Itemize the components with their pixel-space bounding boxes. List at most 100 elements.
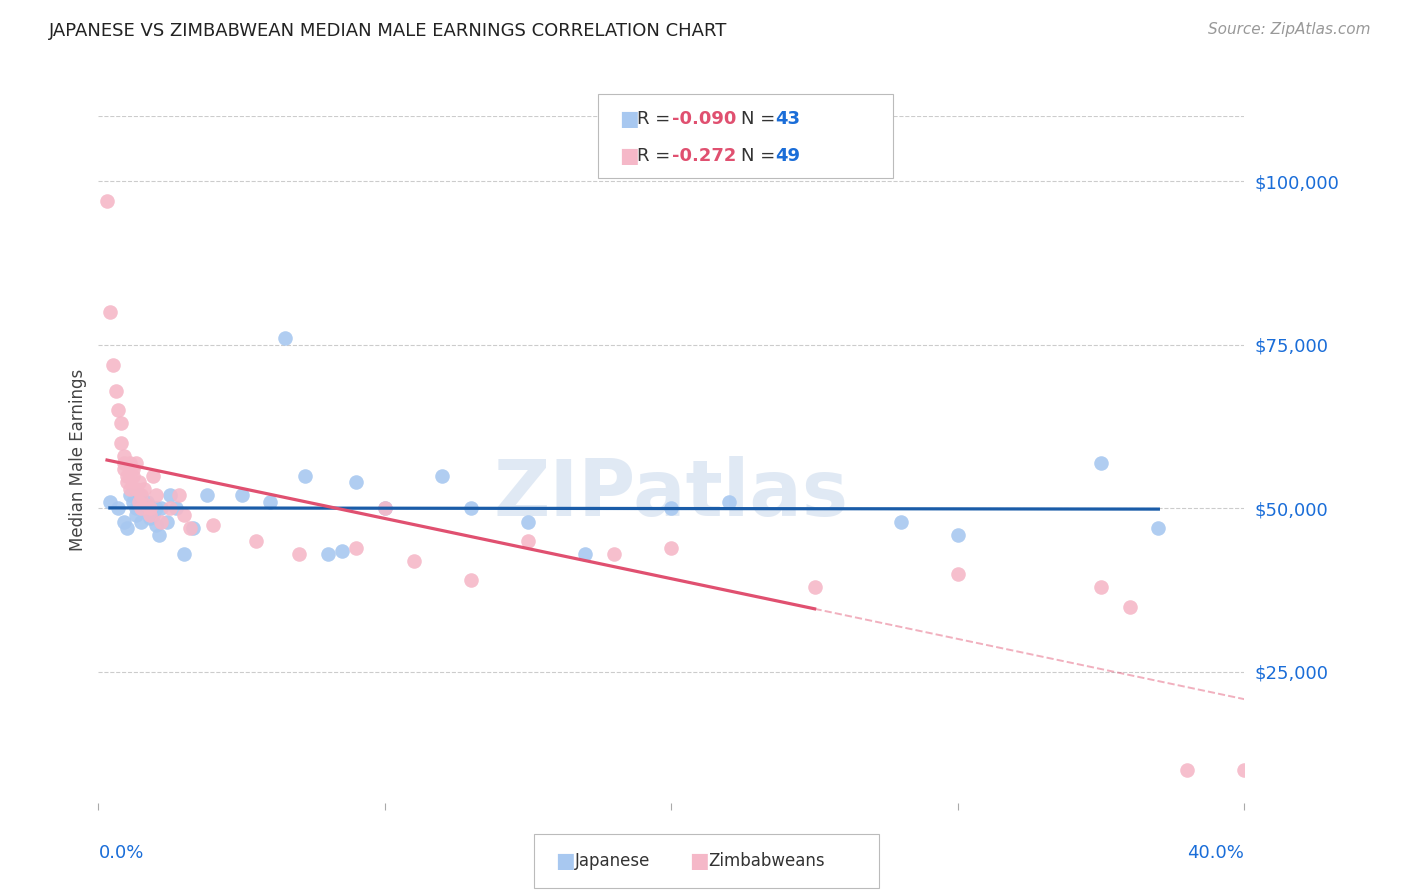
Point xyxy=(1233,763,1256,777)
Point xyxy=(460,501,482,516)
Point xyxy=(124,482,146,496)
Point xyxy=(231,488,253,502)
Point xyxy=(245,534,267,549)
Point xyxy=(259,495,281,509)
Point xyxy=(517,534,540,549)
Point xyxy=(136,495,159,509)
Point xyxy=(517,515,540,529)
Point xyxy=(118,482,141,496)
Text: 49: 49 xyxy=(775,147,800,165)
Point xyxy=(121,495,143,509)
Point xyxy=(145,488,167,502)
Point xyxy=(104,384,127,398)
Point xyxy=(173,547,195,561)
Point xyxy=(124,508,146,522)
Text: Japanese: Japanese xyxy=(575,852,651,870)
Point xyxy=(142,468,165,483)
Point xyxy=(946,527,969,541)
Point xyxy=(115,468,138,483)
Point xyxy=(124,501,146,516)
Point xyxy=(1118,599,1140,614)
Point xyxy=(195,488,218,502)
Point xyxy=(1175,763,1198,777)
Point xyxy=(131,501,153,516)
Point xyxy=(136,498,159,512)
Point xyxy=(202,517,225,532)
Text: ■: ■ xyxy=(555,851,575,871)
Point xyxy=(402,554,425,568)
Point xyxy=(150,501,173,516)
Point xyxy=(344,541,367,555)
Point xyxy=(131,515,153,529)
Point xyxy=(1090,580,1112,594)
Point xyxy=(288,547,311,561)
Point xyxy=(946,566,969,581)
Text: -0.090: -0.090 xyxy=(672,110,737,128)
Point xyxy=(803,580,825,594)
Point xyxy=(115,521,138,535)
Point xyxy=(330,544,353,558)
Point xyxy=(134,482,156,496)
Point xyxy=(139,508,162,522)
Y-axis label: Median Male Earnings: Median Male Earnings xyxy=(69,368,87,550)
Point xyxy=(145,501,167,516)
Text: JAPANESE VS ZIMBABWEAN MEDIAN MALE EARNINGS CORRELATION CHART: JAPANESE VS ZIMBABWEAN MEDIAN MALE EARNI… xyxy=(49,22,727,40)
Text: Zimbabweans: Zimbabweans xyxy=(709,852,825,870)
Point xyxy=(134,501,156,516)
Text: R =: R = xyxy=(637,110,676,128)
Point xyxy=(574,547,596,561)
Point xyxy=(460,574,482,588)
Point xyxy=(142,508,165,522)
Point xyxy=(124,456,146,470)
Point xyxy=(131,488,153,502)
Point xyxy=(110,417,132,431)
Text: 40.0%: 40.0% xyxy=(1188,844,1244,862)
Point xyxy=(101,358,124,372)
Point xyxy=(98,495,121,509)
Point xyxy=(118,456,141,470)
Point xyxy=(121,468,143,483)
Point xyxy=(179,521,201,535)
Point xyxy=(150,515,173,529)
Text: N =: N = xyxy=(741,110,780,128)
Point xyxy=(167,488,190,502)
Point xyxy=(344,475,367,490)
Text: Source: ZipAtlas.com: Source: ZipAtlas.com xyxy=(1208,22,1371,37)
Point xyxy=(374,501,396,516)
Point xyxy=(110,436,132,450)
Text: 43: 43 xyxy=(775,110,800,128)
Point xyxy=(139,501,162,516)
Point xyxy=(165,501,187,516)
Point xyxy=(717,495,740,509)
Point xyxy=(181,521,204,535)
Text: 0.0%: 0.0% xyxy=(98,844,143,862)
Point xyxy=(603,547,626,561)
Point xyxy=(139,511,162,525)
Point xyxy=(159,488,181,502)
Point xyxy=(294,468,316,483)
Text: ■: ■ xyxy=(619,146,638,166)
Point xyxy=(118,488,141,502)
Point xyxy=(121,462,143,476)
Point xyxy=(112,449,135,463)
Text: N =: N = xyxy=(741,147,780,165)
Point xyxy=(156,515,179,529)
Text: -0.272: -0.272 xyxy=(672,147,737,165)
Point xyxy=(661,541,683,555)
Point xyxy=(107,403,129,417)
Point xyxy=(374,501,396,516)
Point xyxy=(96,194,118,208)
Point xyxy=(1147,521,1170,535)
Point xyxy=(430,468,453,483)
Point xyxy=(1090,456,1112,470)
Point xyxy=(115,475,138,490)
Point xyxy=(148,527,170,541)
Point xyxy=(128,475,150,490)
Point xyxy=(661,501,683,516)
Point xyxy=(159,501,181,516)
Point xyxy=(98,305,121,319)
Text: R =: R = xyxy=(637,147,676,165)
Point xyxy=(889,515,911,529)
Point xyxy=(128,488,150,502)
Text: ■: ■ xyxy=(619,109,638,128)
